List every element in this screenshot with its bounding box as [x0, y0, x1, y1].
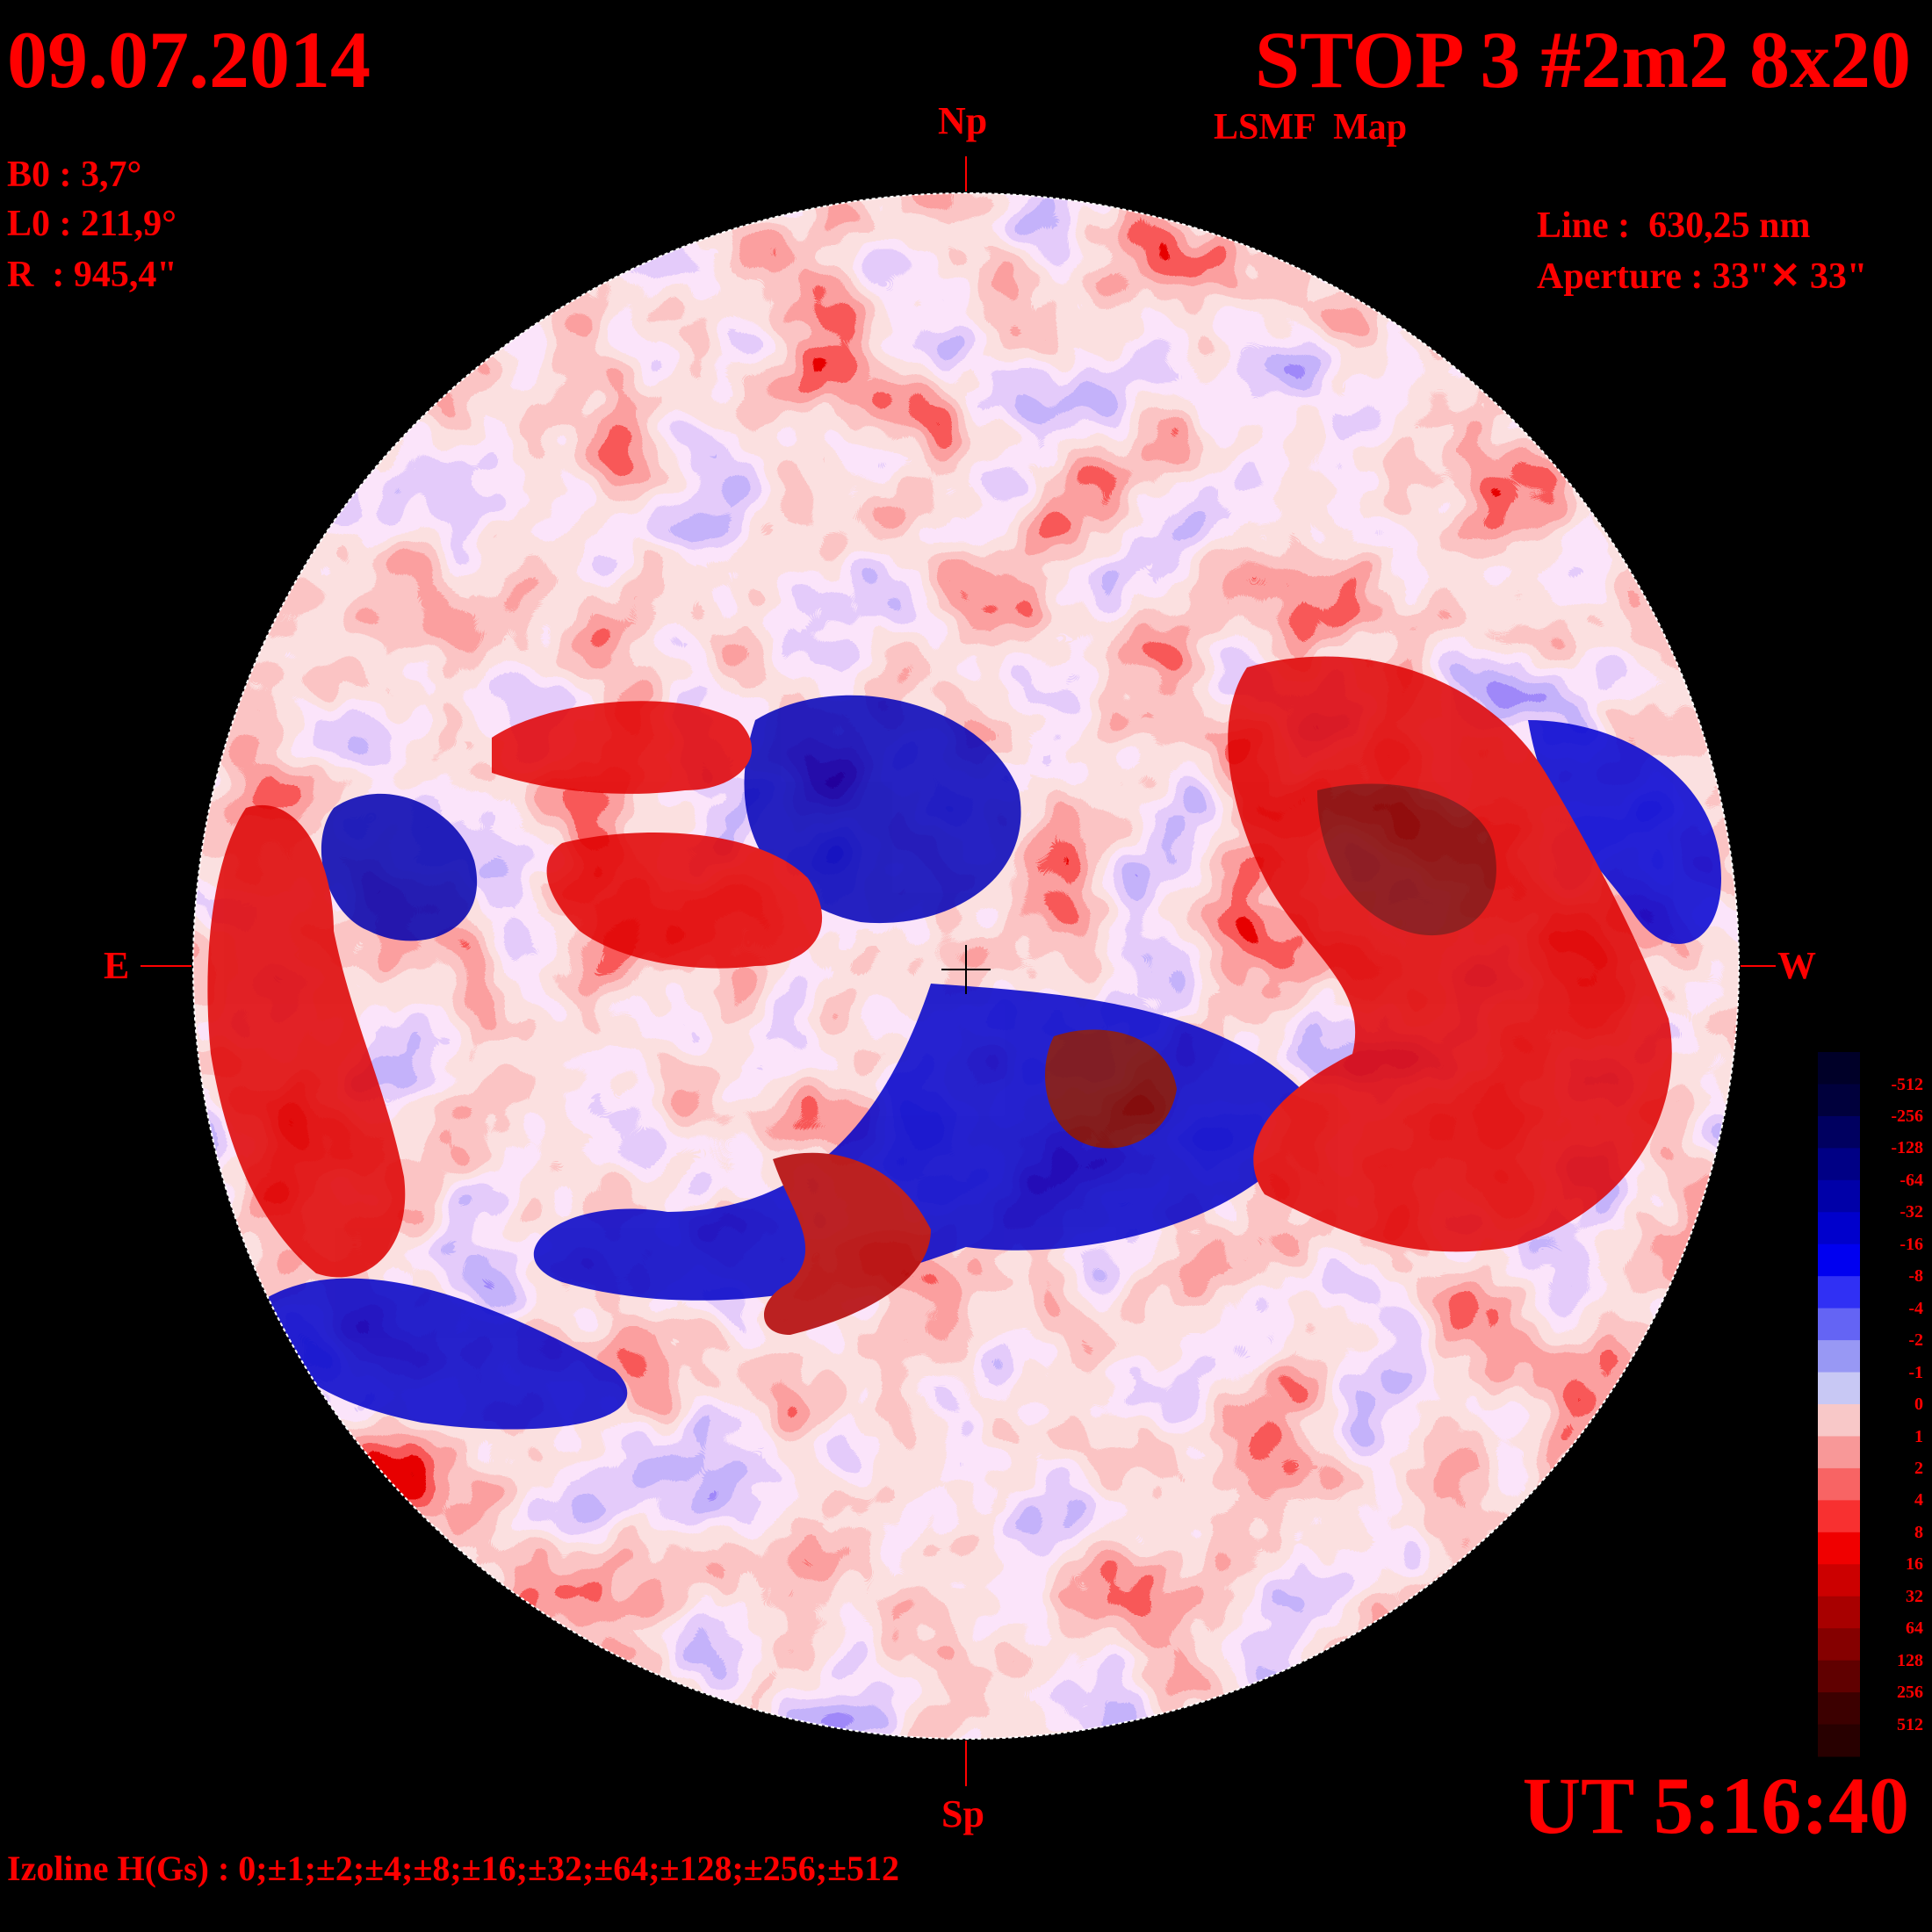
color-scale-label: -512 [1891, 1074, 1923, 1094]
color-scale-label: 4 [1914, 1490, 1923, 1510]
universal-time: UT 5:16:40 [1522, 1761, 1909, 1850]
map-subtitle: LSMF Map [1214, 107, 1408, 148]
color-scale-label: 2 [1914, 1458, 1923, 1478]
positive-polarity-region [492, 701, 753, 794]
color-scale-swatch [1818, 1467, 1860, 1501]
color-scale-swatch [1818, 1564, 1860, 1597]
color-scale-bar [1818, 1052, 1860, 1757]
param-b0: B0 : 3,7° [7, 155, 142, 195]
color-scale-swatch [1818, 1628, 1860, 1662]
color-scale-label: -2 [1908, 1330, 1923, 1351]
negative-polarity-region [321, 793, 478, 941]
positive-polarity-region [1045, 1029, 1177, 1149]
color-scale-swatch [1818, 1724, 1860, 1757]
color-scale-swatch [1818, 1372, 1860, 1405]
color-scale-label: -32 [1900, 1202, 1923, 1222]
isoline-levels: Izoline H(Gs) : 0;±1;±2;±4;±8;±16;±32;±6… [7, 1849, 900, 1888]
positive-polarity-region [764, 1152, 931, 1335]
observation-date: 09.07.2014 [7, 15, 371, 105]
solar-disk [193, 193, 1739, 1739]
color-scale-label: -128 [1891, 1138, 1923, 1158]
negative-polarity-region [263, 1278, 628, 1430]
center-cross [941, 945, 991, 994]
color-scale-label: -16 [1900, 1234, 1923, 1254]
color-scale-label: -64 [1900, 1170, 1923, 1190]
positive-polarity-region [207, 804, 406, 1278]
positive-polarity-region [546, 833, 823, 969]
color-scale-label: 32 [1906, 1586, 1923, 1606]
color-scale-swatch [1818, 1596, 1860, 1629]
color-scale-label: 128 [1897, 1650, 1923, 1670]
color-scale-label: 64 [1906, 1618, 1923, 1639]
east-label: E [104, 944, 130, 987]
color-scale-label: 0 [1914, 1395, 1923, 1414]
color-scale-swatch [1818, 1532, 1860, 1565]
color-scale-label: -8 [1908, 1266, 1923, 1287]
color-scale-swatch [1818, 1500, 1860, 1533]
map-title: STOP 3 #2m2 8x20 [1254, 15, 1911, 105]
color-scale-swatch [1818, 1276, 1860, 1309]
color-scale-swatch [1818, 1115, 1860, 1149]
aperture: Aperture : 33"✕ 33" [1537, 256, 1868, 297]
color-scale-swatch [1818, 1244, 1860, 1277]
color-scale-swatch [1818, 1660, 1860, 1693]
disk-limb [192, 192, 1740, 1740]
positive-polarity-region [1317, 783, 1496, 936]
color-scale-label: 512 [1897, 1714, 1923, 1734]
color-scale-swatch [1818, 1148, 1860, 1181]
axis-markers [141, 156, 1776, 1786]
color-scale-label: -1 [1908, 1362, 1923, 1382]
west-label: W [1777, 944, 1816, 987]
color-scale-swatch [1818, 1308, 1860, 1341]
color-scale-label: 16 [1906, 1554, 1923, 1575]
param-l0: L0 : 211,9° [7, 204, 177, 244]
color-scale-label: 256 [1897, 1683, 1923, 1703]
south-pole-label: Sp [941, 1792, 984, 1835]
spectral-line: Line : 630,25 nm [1537, 205, 1811, 246]
color-scale-swatch [1818, 1084, 1860, 1117]
negative-polarity-region [1528, 720, 1721, 944]
north-pole-label: Np [938, 99, 988, 142]
color-scale-swatch [1818, 1404, 1860, 1437]
param-r: R : 945,4" [7, 255, 177, 295]
color-scale-swatch [1818, 1052, 1860, 1085]
color-scale-label: 1 [1914, 1426, 1923, 1446]
color-scale-swatch [1818, 1692, 1860, 1726]
color-scale-label: -256 [1891, 1106, 1923, 1126]
color-scale-swatch [1818, 1340, 1860, 1373]
color-scale-label: -4 [1908, 1298, 1923, 1318]
negative-polarity-region [744, 695, 1021, 924]
color-scale-swatch [1818, 1179, 1860, 1213]
color-scale-swatch [1818, 1436, 1860, 1469]
color-scale-label: 8 [1914, 1522, 1923, 1542]
color-scale-swatch [1818, 1212, 1860, 1245]
